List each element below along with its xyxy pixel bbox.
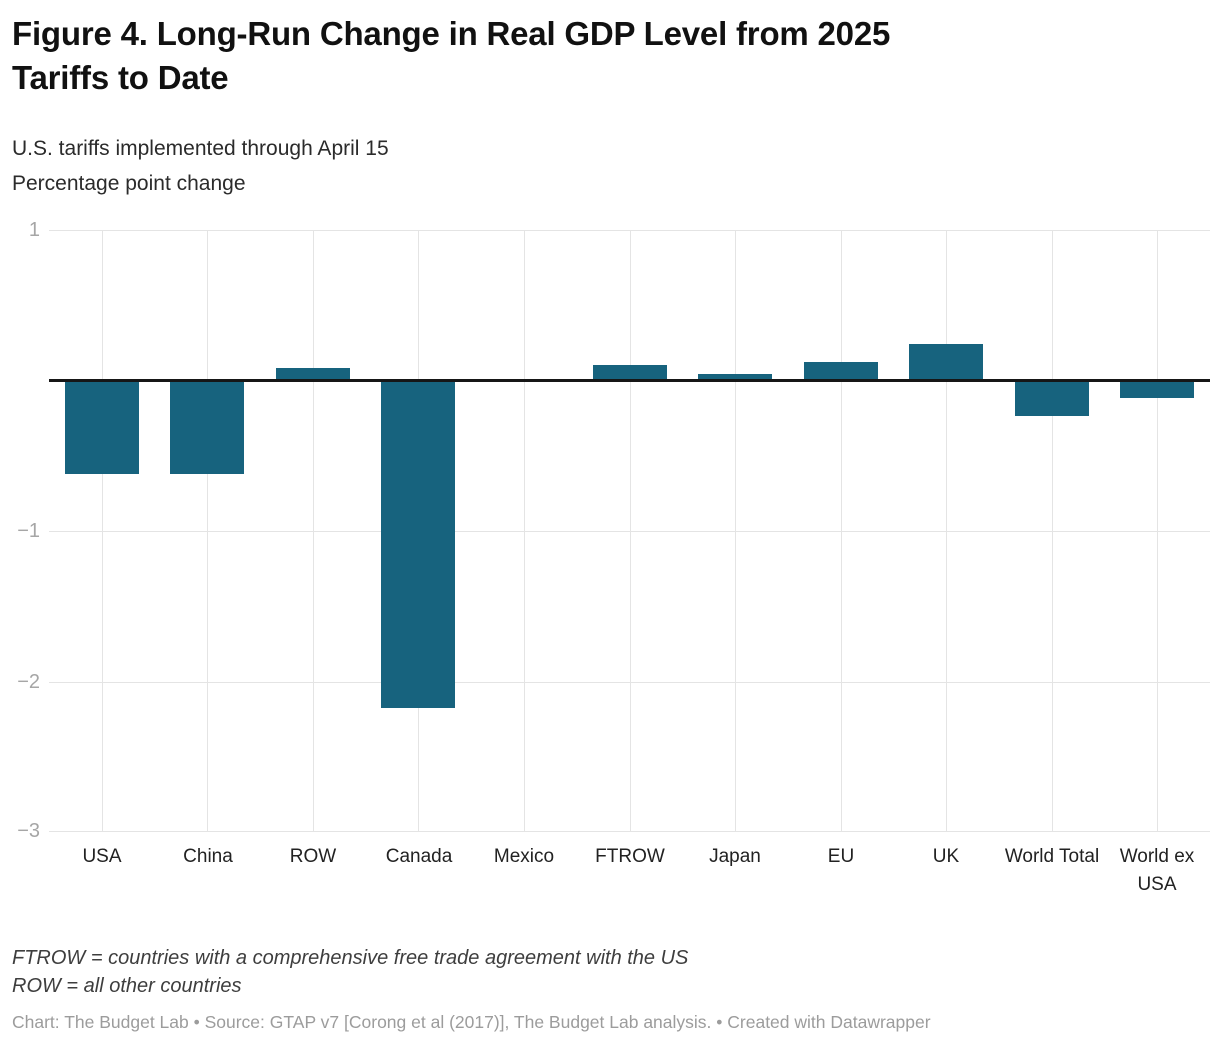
gridline-y--2 [49,682,1210,683]
bar-ftrow [593,365,667,380]
x-label-ftrow: FTROW [577,843,683,871]
attribution: Chart: The Budget Lab • Source: GTAP v7 … [12,1012,931,1032]
x-label-text-china: China [183,846,233,867]
bar-china [170,381,244,474]
bar-chart: 1 −1 −2 −3 [0,219,1220,842]
x-axis-labels: USA China ROW Canada Mexico FTROW Japan EU UK Wor… [49,843,1210,905]
figure-title-line-1: Figure 4. Long-Run Change in Real GDP Le… [12,15,891,52]
x-label-china: China [155,843,261,871]
bar-row [276,368,350,380]
x-label-text-row: ROW [289,846,337,867]
chart-plot [49,230,1210,832]
bar-usa [65,381,139,474]
x-label-uk: UK [893,843,999,871]
x-label-world-ex-usa: World ex USA [1104,843,1210,899]
gridline-y--1 [49,531,1210,532]
y-tick-label-1: 1 [28,219,40,241]
x-label-row: ROW [260,843,366,871]
bar-uk [909,344,983,380]
y-tick-label--3: −3 [17,820,40,842]
gridline-y--3 [49,831,1210,832]
figure-description: U.S. tariffs implemented through April 1… [12,131,1202,201]
x-label-text-canada: Canada [385,846,453,867]
x-label-text-eu: EU [827,846,855,867]
x-label-mexico: Mexico [471,843,577,871]
x-label-world-total: World Total [999,843,1105,871]
bar-world-ex-usa [1120,381,1194,398]
bar-eu [804,362,878,380]
figure-title-line-2: Tariffs to Date [12,59,229,96]
x-label-usa: USA [49,843,155,871]
footnote-row: ROW = all other countries [12,975,242,997]
zero-baseline [49,379,1210,382]
figure-subtitle: U.S. tariffs implemented through April 1… [12,137,389,160]
figure-title: Figure 4. Long-Run Change in Real GDP Le… [12,12,1202,100]
figure-unit-label: Percentage point change [12,172,246,195]
gridline-y-1 [49,230,1210,231]
x-label-japan: Japan [682,843,788,871]
bar-japan [698,374,772,380]
x-label-text-japan: Japan [709,846,761,867]
y-tick-label--2: −2 [17,671,40,693]
y-tick-label--1: −1 [17,520,40,542]
x-label-text-world-total: World Total [1004,846,1100,867]
footnote-ftrow: FTROW = countries with a comprehensive f… [12,947,689,969]
x-label-eu: EU [788,843,894,871]
bar-world-total [1015,381,1089,416]
x-label-text-mexico: Mexico [493,846,555,867]
x-label-text-ftrow: FTROW [595,846,665,867]
x-label-text-uk: UK [932,846,960,867]
x-label-canada: Canada [366,843,472,871]
x-label-text-world-ex-usa: World ex USA [1119,846,1195,895]
footnotes: FTROW = countries with a comprehensive f… [12,944,1202,1000]
bar-canada [381,381,455,708]
x-label-text-usa: USA [82,846,122,867]
